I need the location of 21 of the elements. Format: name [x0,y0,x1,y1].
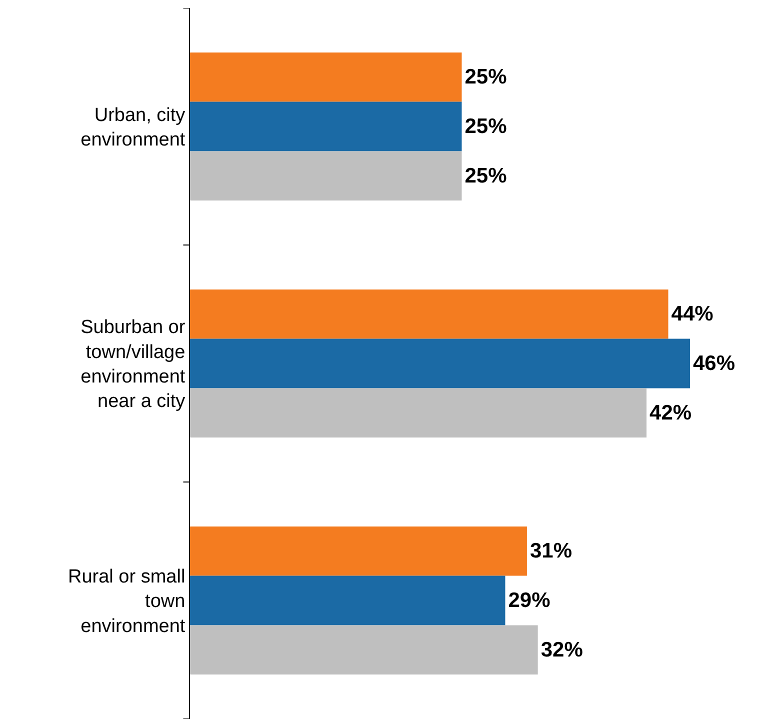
bar [190,289,668,339]
data-label: 42% [650,401,692,424]
bar [190,151,462,201]
bar [190,338,690,388]
bar [190,625,538,675]
bar [190,52,462,102]
y-tick-label: Suburban or town/village environment near a city [80,317,186,412]
data-label: 44% [671,302,714,326]
data-label: 25% [464,115,508,138]
data-label: 29% [508,589,551,612]
y-tick-label: Rural or small town environment [68,566,186,637]
data-label: 32% [540,638,584,662]
data-label: 25% [464,66,508,89]
data-label: 46% [693,352,736,375]
bar [190,102,462,152]
data-label: 31% [530,540,572,563]
data-label: 25% [464,164,508,188]
bar [190,388,647,438]
bar [190,526,527,576]
y-tick-label: Urban, city environment [80,104,186,150]
bar [190,576,506,626]
